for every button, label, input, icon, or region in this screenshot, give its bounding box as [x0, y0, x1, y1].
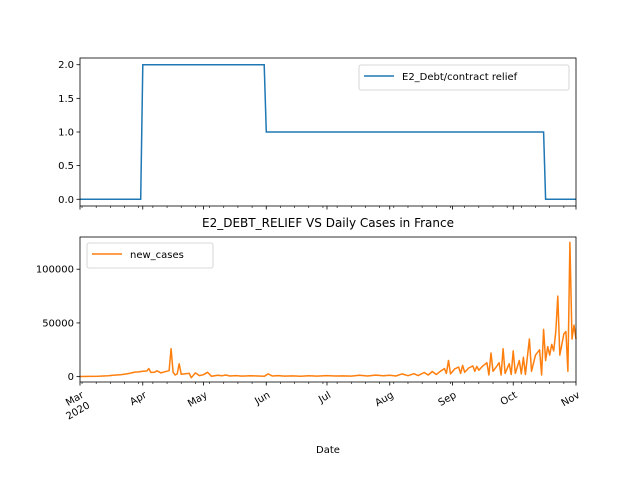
top-legend-label: E2_Debt/contract relief [402, 72, 518, 83]
bottom-y-tick-label: 0 [68, 372, 74, 383]
bottom-legend: new_cases [86, 242, 214, 269]
x-axis-label: Date [316, 445, 340, 456]
top-legend-box [358, 64, 570, 91]
top-y-tick-label: 1.0 [58, 128, 74, 139]
top-y-tick-label: 2.0 [58, 60, 74, 71]
series-line-debt-relief [80, 63, 576, 201]
top-axes-frame [79, 57, 577, 207]
top-y-tick-label: 0.5 [58, 161, 74, 172]
bottom-legend-label: new_cases [130, 250, 184, 261]
bottom-axes-frame [79, 236, 577, 383]
top-y-axis-ticks: 0.0 0.5 1.0 1.5 2.0 [58, 60, 80, 206]
top-legend: E2_Debt/contract relief [358, 64, 570, 91]
top-y-tick-label: 1.5 [58, 94, 74, 105]
bottom-y-tick-label: 50000 [42, 318, 74, 329]
bottom-legend-box [86, 242, 214, 269]
bottom-y-tick-label: 100000 [36, 265, 74, 276]
bottom-y-axis-ticks: 0 50000 100000 [36, 265, 80, 383]
top-y-tick-label: 0.0 [58, 195, 74, 206]
series-line-new-cases [79, 241, 577, 379]
top-subplot: 0.0 0.5 1.0 1.5 2.0 E2_Debt/contract relief [58, 57, 577, 210]
chart-title: E2_DEBT_RELIEF VS Daily Cases in France [202, 216, 454, 230]
